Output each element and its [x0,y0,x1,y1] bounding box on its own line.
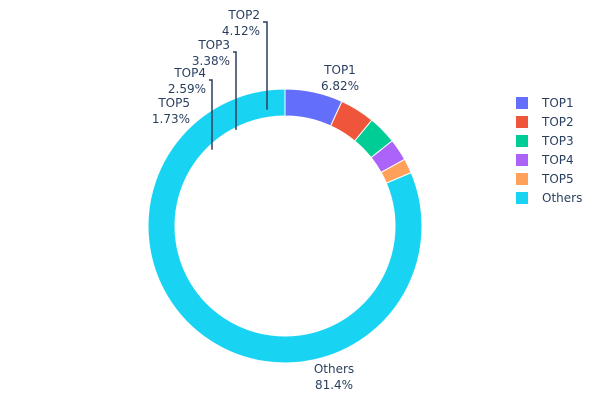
legend-swatch-top1 [516,97,528,109]
legend-swatch-top3 [516,135,528,147]
leader-line-top4 [209,79,213,150]
slice-label-top2: TOP2 [227,8,260,22]
slice-label-top1: TOP1 [323,63,356,77]
leader-line-top2 [263,21,268,110]
legend-label-top5: TOP5 [541,172,574,186]
slice-label-top4: TOP4 [173,66,206,80]
legend-swatch-top4 [516,154,528,166]
legend-label-top1: TOP1 [541,96,574,110]
legend-label-others: Others [542,191,582,205]
slice-value-top4: 2.59% [168,82,206,96]
slice-value-top1: 6.82% [321,79,359,93]
legend-label-top3: TOP3 [541,134,574,148]
slice-value-top2: 4.12% [222,24,260,38]
slice-label-top3: TOP3 [197,38,230,52]
legend-swatch-others [516,192,528,204]
legend-label-top2: TOP2 [541,115,574,129]
slice-value-top5: 1.73% [152,112,190,126]
legend-swatch-top2 [516,116,528,128]
slice-value-others: 81.4% [315,378,353,392]
slice-label-others: Others [314,362,354,376]
slice-value-top3: 3.38% [192,54,230,68]
legend-swatch-top5 [516,173,528,185]
slice-others [147,88,423,364]
legend-label-top4: TOP4 [541,153,574,167]
slice-label-top5: TOP5 [157,96,190,110]
leader-line-top3 [233,51,237,130]
